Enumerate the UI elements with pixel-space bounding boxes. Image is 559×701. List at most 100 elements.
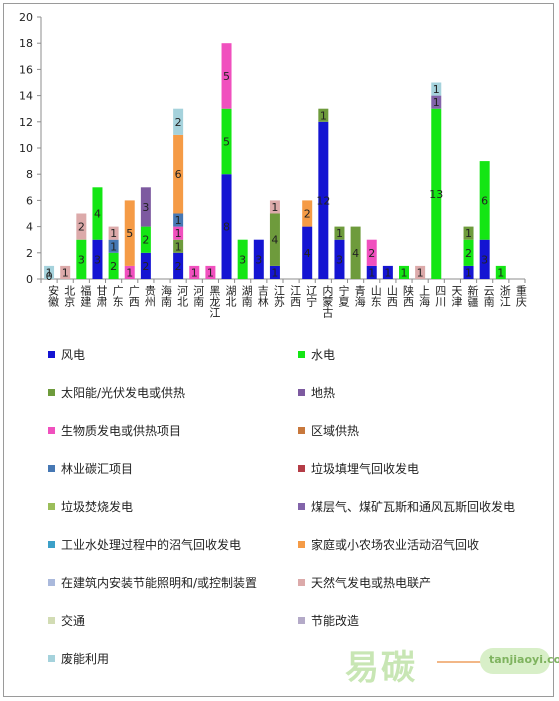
bar-data-label: 5	[223, 70, 230, 83]
bar-data-label: 13	[429, 188, 443, 201]
legend-swatch	[48, 617, 55, 624]
y-tick-label: 0	[26, 273, 33, 286]
x-tick-label: 江西	[289, 285, 302, 307]
x-tick-label: 北京	[63, 285, 76, 308]
bar-data-label: 2	[368, 247, 375, 260]
legend-label: 太阳能/光伏发电或供热	[61, 386, 186, 400]
legend-swatch	[48, 541, 55, 548]
bar-data-label: 1	[465, 227, 472, 240]
legend-item: 水电	[298, 346, 335, 363]
bar-data-label: 1	[497, 266, 504, 279]
bar-segment	[124, 200, 135, 266]
bar-segment	[479, 161, 490, 240]
bar-segment	[366, 239, 377, 266]
x-tick-label: 山东	[369, 285, 382, 307]
bar-data-label: 1	[417, 266, 424, 279]
legend-swatch	[298, 427, 305, 434]
bar-data-label: 1	[175, 214, 182, 227]
legend-label: 风电	[61, 348, 86, 362]
bar-data-label: 1	[271, 201, 278, 214]
x-tick-label: 重庆	[514, 284, 527, 308]
y-tick-label: 8	[26, 168, 33, 181]
legend-label: 区域供热	[311, 424, 360, 438]
legend-swatch	[298, 351, 305, 358]
watermark-line	[437, 661, 487, 663]
x-tick-label: 内蒙古	[321, 284, 334, 318]
bar-data-label: 5	[223, 135, 230, 148]
legend-swatch	[48, 427, 55, 434]
bar-data-label: 2	[304, 208, 311, 221]
legend-swatch	[48, 465, 55, 472]
watermark-pill	[480, 648, 550, 674]
legend-item: 风电	[48, 346, 85, 363]
legend-item: 在建筑内安装节能照明和/或控制装置	[48, 574, 257, 591]
bar-segment	[269, 265, 280, 279]
bar-segment	[76, 239, 87, 279]
bar-data-label: 1	[336, 227, 343, 240]
legend-swatch	[298, 579, 305, 586]
bar-data-label: 1	[110, 227, 117, 240]
bar-segment	[108, 252, 119, 279]
legend-swatch	[48, 389, 55, 396]
bar-segment	[173, 226, 184, 240]
bar-segment	[269, 213, 280, 266]
x-tick-label: 天津	[450, 285, 463, 307]
bar-data-label: 1	[433, 96, 440, 109]
legend-item: 林业碳汇项目	[48, 460, 133, 477]
x-tick-label: 河南	[192, 285, 205, 307]
legend-swatch	[298, 541, 305, 548]
bar-data-label: 3	[255, 253, 262, 266]
bar-segment	[221, 174, 232, 279]
bar-segment	[237, 239, 248, 279]
legend-item: 天然气发电或热电联产	[298, 574, 431, 591]
bar-data-label: 4	[94, 208, 101, 221]
x-tick-label: 河北	[176, 285, 189, 307]
y-tick-label: 18	[19, 37, 33, 50]
bar-segment	[92, 187, 103, 240]
bar-segment	[431, 108, 442, 279]
bar-segment	[173, 134, 184, 214]
legend-label: 地热	[311, 386, 336, 400]
legend-label: 废能利用	[61, 652, 110, 666]
bar-data-label: 8	[223, 221, 230, 234]
bar-data-label: 6	[481, 194, 488, 207]
y-tick-label: 14	[19, 90, 33, 103]
bar-segment	[205, 265, 216, 279]
x-tick-label: 辽宁	[305, 285, 318, 307]
bar-segment	[108, 226, 119, 240]
legend-label: 水电	[311, 348, 336, 362]
x-tick-label: 吉林	[256, 285, 269, 307]
bar-segment	[173, 239, 184, 253]
legend-label: 林业碳汇项目	[61, 462, 134, 476]
legend-swatch	[298, 465, 305, 472]
bar-data-label: 1	[110, 240, 117, 253]
x-tick-label: 湖南	[240, 285, 253, 307]
bar-data-label: 6	[175, 168, 182, 181]
x-tick-label: 安徽	[47, 284, 60, 308]
legend-item: 节能改造	[298, 612, 359, 629]
bar-data-label: 3	[94, 253, 101, 266]
x-tick-label: 广西	[127, 285, 140, 307]
y-tick-label: 2	[26, 247, 33, 260]
x-tick-label: 上海	[418, 285, 431, 308]
bar-data-label: 1	[384, 266, 391, 279]
bar-segment	[382, 265, 393, 279]
x-tick-label: 宁夏	[337, 284, 350, 307]
bar-data-label: 2	[175, 260, 182, 273]
bar-data-label: 1	[320, 109, 327, 122]
x-tick-label: 湖北	[224, 285, 237, 307]
bar-data-label: 4	[304, 247, 311, 260]
bar-data-label: 0	[46, 270, 53, 283]
bar-segment	[302, 200, 313, 227]
bar-segment	[221, 108, 232, 175]
bar-segment	[44, 265, 55, 279]
legend-swatch	[298, 503, 305, 510]
bar-segment	[415, 265, 426, 279]
legend-swatch	[48, 351, 55, 358]
x-tick-label: 四川	[434, 285, 447, 307]
legend-item: 交通	[48, 612, 85, 629]
bar-data-label: 4	[271, 234, 278, 247]
bar-segment	[350, 226, 361, 279]
bar-data-label: 2	[175, 116, 182, 129]
legend-item: 垃圾填埋气回收发电	[298, 460, 419, 477]
